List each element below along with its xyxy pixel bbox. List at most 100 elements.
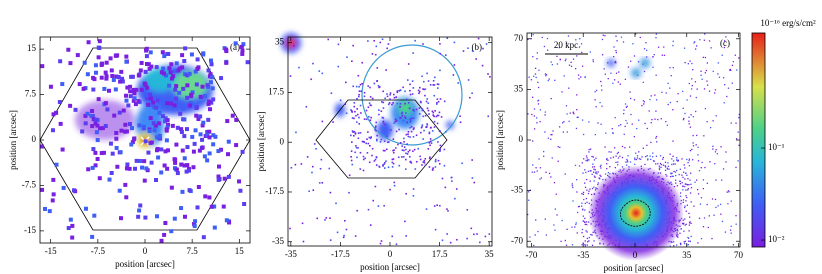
pixel (404, 168, 407, 170)
pixel (401, 112, 403, 115)
pixel (532, 140, 534, 142)
pixel (433, 205, 436, 207)
pixel (660, 166, 662, 169)
pixel (652, 56, 654, 58)
pixel (686, 204, 689, 206)
pixel (686, 158, 688, 161)
pixel (60, 147, 65, 152)
pixel (578, 46, 581, 48)
pixel (393, 122, 396, 124)
pixel (148, 92, 153, 97)
pixel (593, 166, 596, 168)
pixel (586, 160, 589, 162)
pixel (662, 158, 664, 160)
pixel (311, 171, 313, 174)
pixel (93, 70, 98, 75)
pixel (690, 88, 693, 90)
pixel (536, 52, 539, 54)
pixel (106, 88, 111, 93)
pixel (683, 164, 685, 166)
pixel (694, 48, 697, 50)
pixel (645, 56, 648, 58)
pixel (94, 117, 99, 122)
pixel (545, 234, 548, 236)
pixel (678, 173, 680, 176)
pixel (616, 40, 618, 42)
pixel (370, 116, 372, 119)
pixel (581, 202, 583, 204)
pixel (124, 166, 129, 171)
pixel (432, 84, 435, 86)
pixel (682, 185, 684, 187)
pixel (588, 151, 590, 153)
pixel (703, 217, 706, 219)
x-tick-label: -35 (577, 250, 589, 260)
pixel (386, 93, 388, 95)
pixel (601, 89, 603, 91)
pixel (137, 208, 142, 213)
pixel (409, 118, 411, 120)
pixel (455, 188, 458, 190)
pixel (446, 233, 448, 235)
pixel (601, 105, 603, 107)
pixel (294, 163, 297, 166)
pixel (352, 131, 354, 133)
pixel (666, 167, 669, 169)
pixel (579, 38, 581, 40)
pixel (436, 114, 439, 117)
pixel (202, 94, 207, 99)
pixel (582, 172, 584, 174)
pixel (655, 141, 658, 143)
pixel (172, 69, 177, 74)
pixel (626, 158, 628, 161)
pixel (554, 79, 556, 81)
pixel (359, 151, 362, 154)
pixel (696, 188, 699, 191)
pixel (382, 120, 385, 123)
pixel (363, 91, 366, 94)
pixel (667, 165, 670, 167)
pixel (581, 231, 583, 234)
pixel (635, 158, 638, 161)
colorbar-tick-label: 10⁻² (768, 234, 785, 244)
pixel (614, 60, 617, 63)
pixel (418, 113, 421, 115)
pixel (686, 196, 688, 199)
pixel (406, 153, 409, 155)
pixel (576, 211, 579, 214)
pixel (723, 84, 726, 86)
pixel (58, 59, 63, 64)
pixel (144, 93, 149, 98)
pixel (687, 237, 690, 239)
pixel (409, 136, 411, 138)
pixel (424, 94, 426, 97)
pixel (93, 63, 98, 68)
pixel (684, 185, 686, 188)
pixel (290, 166, 293, 169)
pixel (412, 188, 415, 190)
pixel (629, 161, 632, 163)
pixel (50, 128, 55, 133)
pixel (380, 240, 383, 242)
pixel (406, 79, 409, 81)
pixel (581, 205, 583, 207)
pixel (104, 76, 109, 81)
pixel (550, 97, 552, 100)
pixel (234, 143, 239, 148)
pixel (373, 82, 376, 85)
pixel (708, 215, 710, 217)
pixel (544, 131, 546, 133)
pixel (583, 158, 585, 160)
pixel (443, 100, 446, 103)
y-tick-label: -15 (24, 225, 36, 235)
pixel (182, 134, 187, 139)
pixel (146, 102, 151, 107)
pixel (92, 77, 97, 82)
pixel (655, 137, 657, 139)
pixel (240, 51, 245, 56)
pixel (681, 158, 683, 160)
pixel (688, 158, 691, 160)
pixel (411, 80, 414, 82)
pixel (240, 149, 245, 154)
pixel (624, 147, 626, 149)
